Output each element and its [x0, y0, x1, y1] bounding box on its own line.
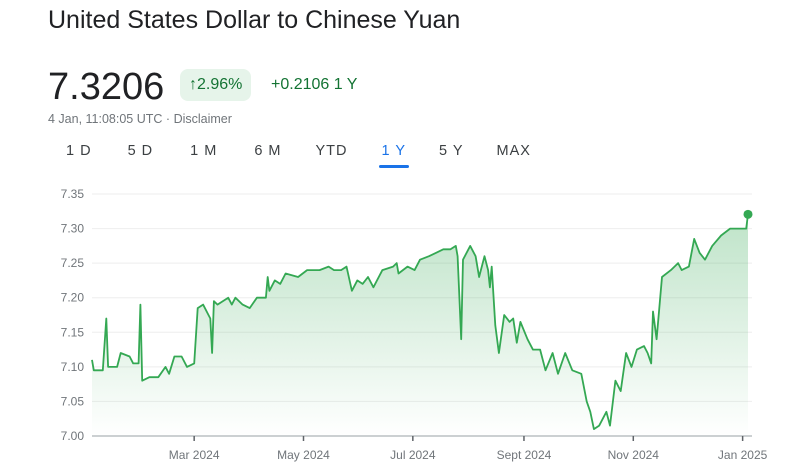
y-tick-label: 7.05 [61, 394, 85, 408]
percent-change-badge: ↑2.96% [180, 69, 252, 101]
x-tick-label: Jul 2024 [390, 448, 436, 462]
y-tick-label: 7.30 [61, 222, 85, 236]
x-tick-label: May 2024 [277, 448, 330, 462]
disclaimer-link[interactable]: Disclaimer [173, 112, 232, 126]
tab-5d[interactable]: 5 D [127, 143, 154, 159]
y-tick-label: 7.20 [61, 291, 85, 305]
x-tick-label: Mar 2024 [169, 448, 220, 462]
tab-max[interactable]: MAX [496, 143, 531, 159]
y-tick-label: 7.35 [61, 187, 85, 201]
timestamp-line: 4 Jan, 11:08:05 UTC · Disclaimer [48, 112, 232, 126]
tab-ytd[interactable]: YTD [315, 143, 348, 159]
arrow-up-icon: ↑ [189, 76, 197, 93]
percent-change: 2.96% [197, 76, 243, 93]
range-tabs: 1 D 5 D 1 M 6 M YTD 1 Y 5 Y MAX [48, 140, 531, 168]
series-line [91, 214, 749, 430]
y-tick-label: 7.10 [61, 360, 85, 374]
separator: · [165, 112, 171, 126]
timestamp: 4 Jan, 11:08:05 UTC [48, 112, 163, 126]
area-fill [92, 214, 748, 436]
y-tick-label: 7.15 [61, 325, 85, 339]
page-title: United States Dollar to Chinese Yuan [48, 6, 461, 34]
x-tick-label: Nov 2024 [608, 448, 660, 462]
absolute-change: +0.2106 1 Y [271, 76, 358, 93]
current-price: 7.3206 [48, 66, 165, 108]
tab-5y[interactable]: 5 Y [439, 143, 464, 159]
tab-1m[interactable]: 1 M [190, 143, 218, 159]
last-point-marker [743, 209, 753, 219]
x-tick-label: Sept 2024 [497, 448, 552, 462]
y-tick-label: 7.00 [61, 429, 85, 443]
x-tick-label: Jan 2025 [718, 448, 768, 462]
tab-1d[interactable]: 1 D [66, 143, 92, 159]
y-tick-label: 7.25 [61, 256, 85, 270]
tab-6m[interactable]: 6 M [254, 143, 282, 159]
tab-1y[interactable]: 1 Y [378, 140, 409, 168]
